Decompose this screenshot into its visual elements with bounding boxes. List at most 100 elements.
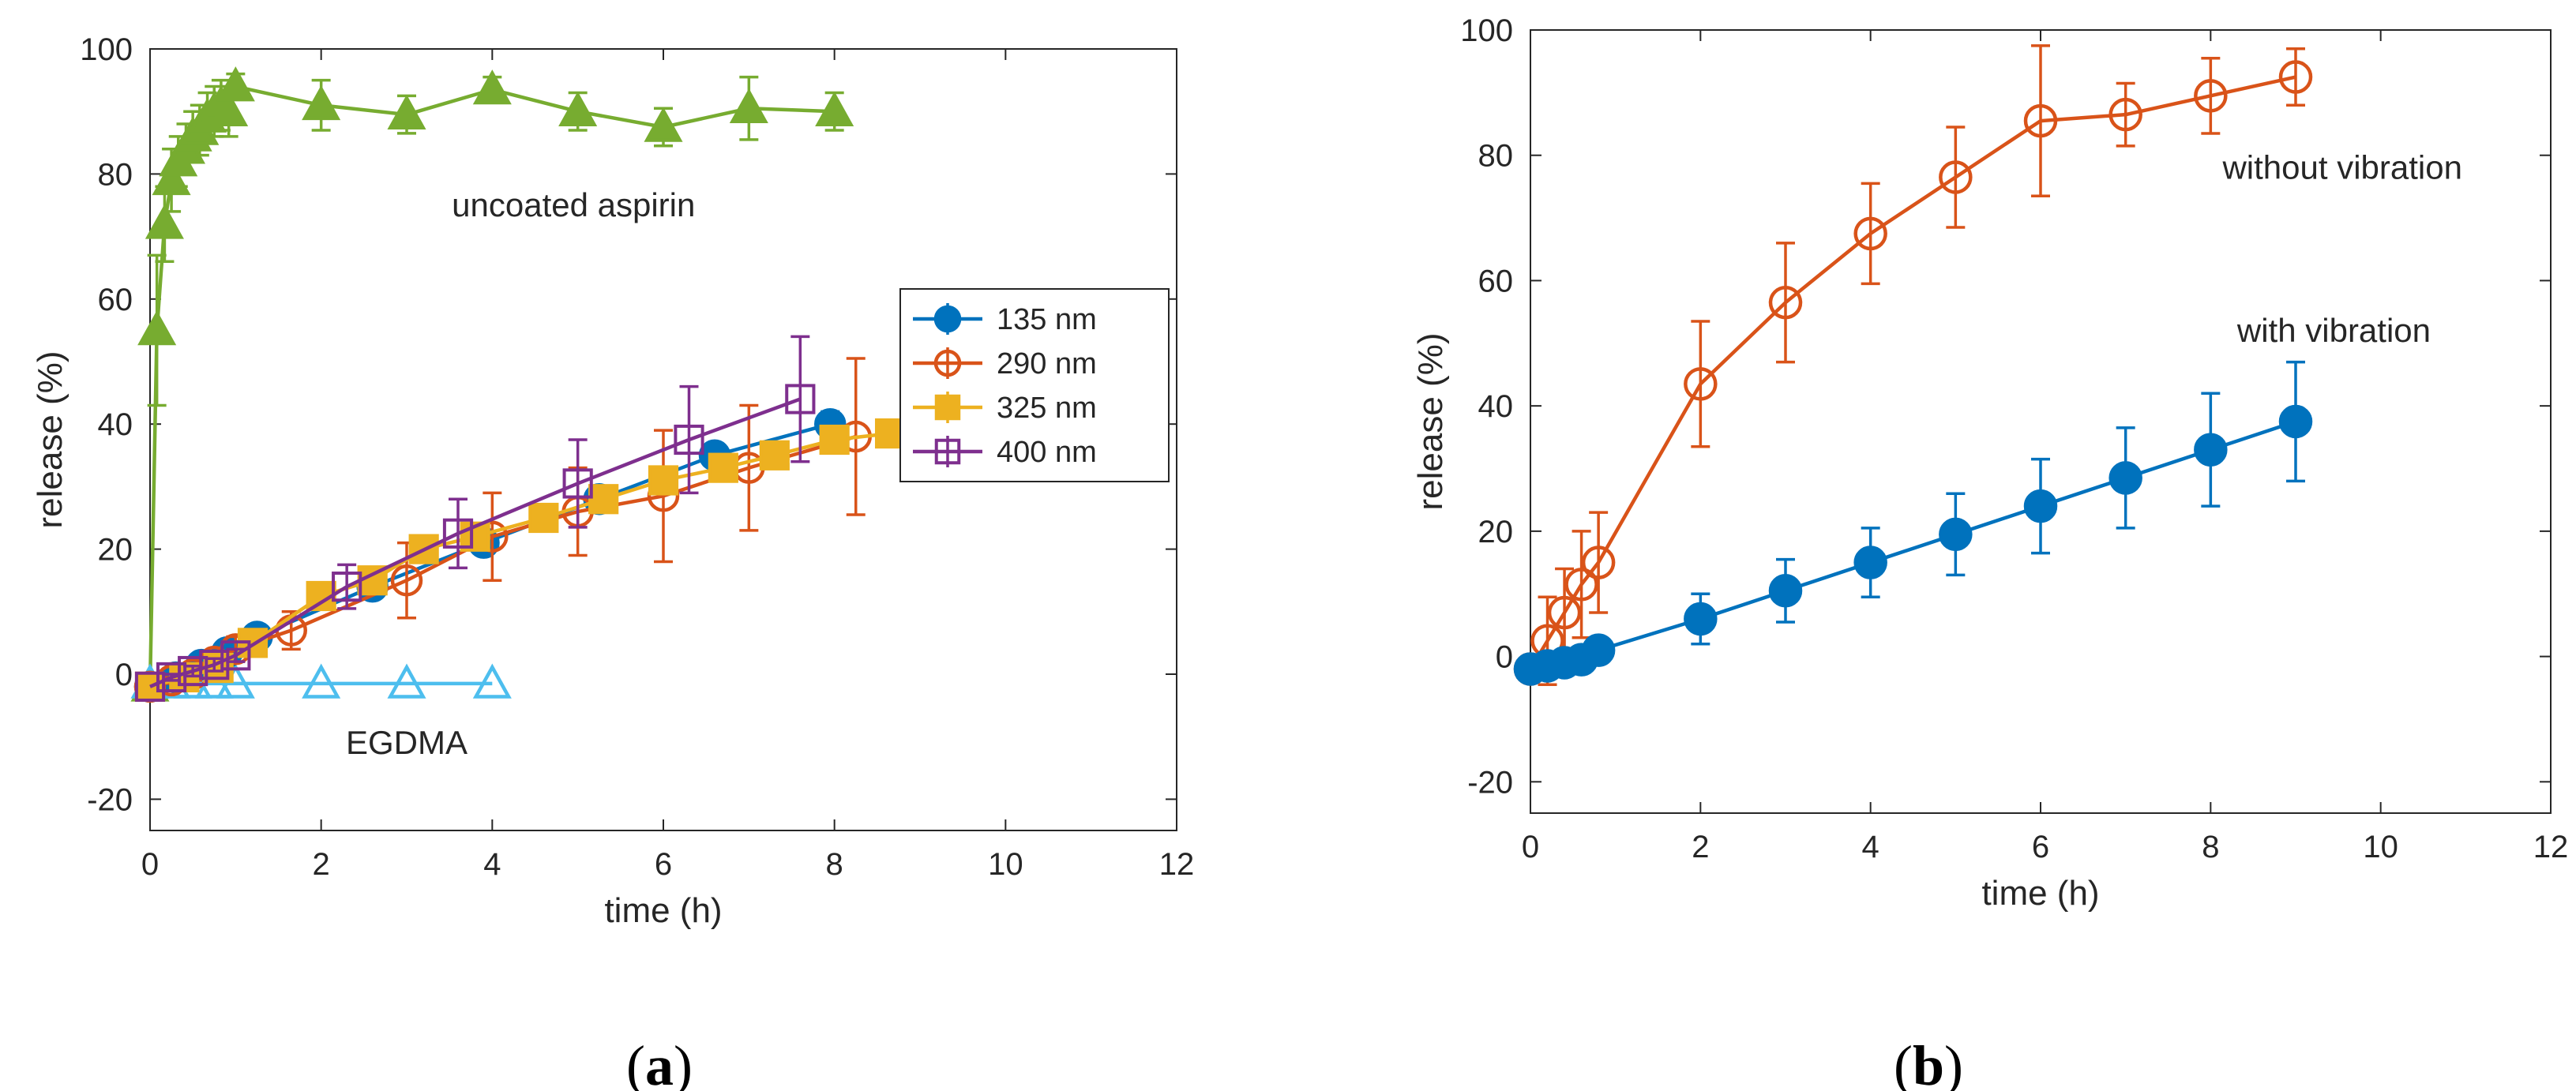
legend-400-nm-entry: 400 nm <box>913 436 1097 469</box>
series-uncoated-aspirin-point-3 <box>152 159 191 196</box>
y-tick-label: 60 <box>1478 264 1514 298</box>
series-400-nm-point-9 <box>785 384 816 414</box>
series-without-vibration-point-6 <box>1768 285 1803 320</box>
series-325-nm-point-8 <box>528 502 559 534</box>
series-without-vibration-point-8 <box>1939 160 1973 194</box>
series-290-nm-point-6 <box>390 564 423 597</box>
y-tick-label: -20 <box>87 782 133 817</box>
series-400-nm-point-3 <box>199 650 230 680</box>
series-325-nm-point-14 <box>874 418 906 449</box>
series-without-vibration-point-7 <box>1853 216 1887 251</box>
legend-325-nm-entry: 325 nm <box>913 392 1097 425</box>
y-tick-label: 60 <box>98 283 133 317</box>
y-tick-label: 80 <box>1478 139 1514 174</box>
series-uncoated-aspirin-point-11 <box>209 91 249 127</box>
series-with-vibration-point-7 <box>1853 546 1887 579</box>
series-325-nm-point-12 <box>759 440 790 471</box>
series-325-nm-point-10 <box>648 465 679 496</box>
x-axis-label: time (h) <box>604 891 722 930</box>
legend-290-nm-point-swatch <box>933 349 962 377</box>
annotation-with-vibration: with vibration <box>2236 312 2431 349</box>
y-tick-label: 40 <box>1478 389 1514 424</box>
series-with-vibration-point-5 <box>1684 602 1718 636</box>
legend-290-nm-label: 290 nm <box>997 347 1097 381</box>
series-400-nm-point-0 <box>134 671 166 702</box>
y-tick-label: 100 <box>80 32 133 67</box>
series-without-vibration-point-2 <box>1547 595 1582 630</box>
series-with-vibration <box>1513 360 2313 686</box>
series-400-nm-point-6 <box>442 518 474 549</box>
series-with-vibration-point-9 <box>2023 489 2058 523</box>
series-without-vibration-point-5 <box>1684 367 1718 401</box>
x-tick-label: 10 <box>2363 830 2398 864</box>
annotation-egdma: EGDMA <box>346 724 468 761</box>
series-uncoated-aspirin-point-15 <box>472 69 512 105</box>
series-with-vibration-point-6 <box>1768 574 1803 608</box>
x-tick-label: 0 <box>1522 830 1539 864</box>
series-with-vibration-point-8 <box>1939 517 1973 552</box>
panel-a-label: (a) <box>626 1034 693 1091</box>
series-egdma-point-7 <box>472 663 512 699</box>
series-without-vibration-point-12 <box>2278 60 2313 94</box>
legend-325-nm-label: 325 nm <box>997 392 1097 425</box>
legend-290-nm-entry: 290 nm <box>913 347 1097 381</box>
series-325-nm-point-4 <box>306 580 336 612</box>
series-uncoated-aspirin-point-12 <box>216 66 255 102</box>
series-with-vibration-point-10 <box>2108 461 2142 495</box>
series-400-nm-point-4 <box>220 640 251 671</box>
series-uncoated-aspirin <box>130 66 854 702</box>
x-tick-label: 4 <box>1862 830 1879 864</box>
series-400-nm-point-5 <box>332 572 362 602</box>
legend-325-nm-point-swatch <box>934 394 961 421</box>
y-axis-label: release (%) <box>1411 333 1450 511</box>
series-egdma-point-6 <box>387 663 426 699</box>
series-400-nm <box>134 335 816 702</box>
series-400-nm-point-7 <box>562 468 593 499</box>
y-axis-label: release (%) <box>31 351 69 529</box>
series-325-nm-point-9 <box>588 484 619 515</box>
x-tick-label: 10 <box>988 847 1023 882</box>
x-tick-label: 12 <box>1159 847 1195 882</box>
series-325-nm-point-13 <box>819 424 850 456</box>
annotation-without-vibration: without vibration <box>2221 149 2462 186</box>
series-325-nm <box>134 418 906 702</box>
panel-b-label: (b) <box>1894 1034 1963 1091</box>
series-without-vibration-point-9 <box>2023 103 2058 138</box>
series-uncoated-aspirin-point-13 <box>302 84 341 121</box>
x-tick-label: 0 <box>141 847 159 882</box>
y-tick-label: 20 <box>98 533 133 568</box>
legend-400-nm-label: 400 nm <box>997 436 1097 469</box>
series-without-vibration-line <box>1529 75 2296 670</box>
x-tick-label: 6 <box>655 847 672 882</box>
series-without-vibration-point-10 <box>2108 97 2142 132</box>
panel-b-chart: 0 2 4 6 8 10 12 -20 0 20 40 60 80 100 time (h) release … <box>1411 13 2568 913</box>
x-tick-label: 8 <box>2202 830 2219 864</box>
x-axis-label: time (h) <box>1981 874 2099 913</box>
x-tick-label: 2 <box>313 847 330 882</box>
series-325-nm-point-11 <box>708 452 738 483</box>
series-without-vibration-point-11 <box>2194 79 2228 113</box>
series-uncoated-aspirin-point-16 <box>558 91 598 127</box>
y-tick-label: 0 <box>1496 640 1513 675</box>
series-with-vibration-point-11 <box>2194 433 2228 467</box>
series-uncoated-aspirin-point-14 <box>387 94 426 129</box>
x-tick-label: 6 <box>2032 830 2049 864</box>
series-without-vibration-point-4 <box>1581 546 1616 579</box>
series-with-vibration-point-4 <box>1581 633 1616 667</box>
y-tick-label: 0 <box>115 658 133 692</box>
series-400-nm-point-2 <box>178 655 208 687</box>
series-400-nm-line <box>149 397 802 688</box>
series-400-nm-point-1 <box>156 662 187 693</box>
series-uncoated-aspirin-point-2 <box>145 204 184 239</box>
x-tick-label: 8 <box>826 847 843 882</box>
legend-135-nm-label: 135 nm <box>997 303 1097 336</box>
x-tick-label: 4 <box>483 847 501 882</box>
y-tick-label: 80 <box>98 157 133 192</box>
legend-135-nm-point-swatch <box>933 305 962 333</box>
series-uncoated-aspirin-point-1 <box>137 310 177 346</box>
series-uncoated-aspirin-point-19 <box>815 91 854 127</box>
series-with-vibration-point-12 <box>2278 404 2313 439</box>
y-tick-label: 20 <box>1478 515 1514 549</box>
